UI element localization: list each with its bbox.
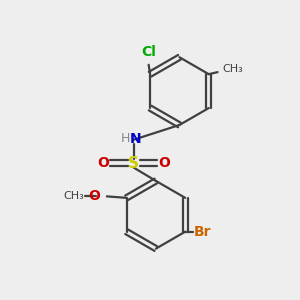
Text: CH₃: CH₃	[63, 191, 84, 201]
Text: Cl: Cl	[141, 46, 156, 59]
Text: O: O	[88, 189, 100, 203]
Text: H: H	[121, 132, 130, 145]
Text: S: S	[128, 156, 139, 171]
Text: N: N	[130, 132, 141, 146]
Text: CH₃: CH₃	[222, 64, 243, 74]
Text: O: O	[98, 156, 110, 170]
Text: Br: Br	[194, 225, 211, 239]
Text: O: O	[158, 156, 170, 170]
